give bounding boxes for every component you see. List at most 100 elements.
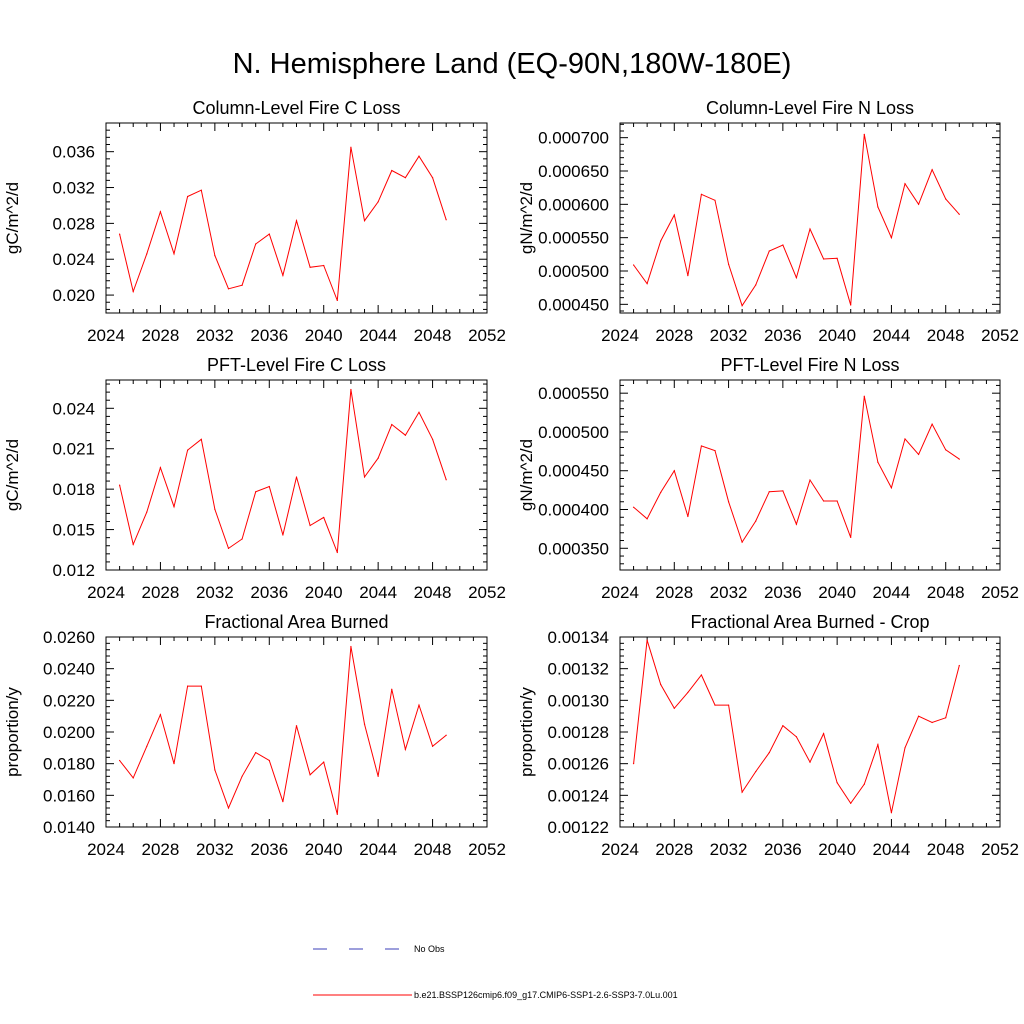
x-tick-label: 2028 — [655, 840, 693, 859]
data-point — [241, 775, 243, 777]
data-point — [282, 801, 284, 803]
data-point — [295, 725, 298, 727]
x-tick-label: 2040 — [305, 326, 343, 345]
data-point — [755, 284, 757, 286]
x-tick-label: 2040 — [305, 583, 343, 602]
y-tick-label: 0.021 — [52, 440, 95, 459]
data-point — [863, 133, 865, 135]
x-tick-label: 2028 — [142, 326, 180, 345]
data-point — [877, 744, 879, 746]
plot-frame — [105, 122, 488, 314]
x-tick-label: 2032 — [710, 840, 748, 859]
x-tick-label: 2032 — [710, 583, 748, 602]
data-point — [945, 449, 947, 451]
chart-panel: Column-Level Fire C Loss 2024 2028 2032 2036… — [3, 98, 506, 345]
y-axis-label: gN/m^2/d — [517, 439, 536, 511]
data-point — [431, 438, 434, 440]
y-tick-label: 0.00130 — [548, 691, 609, 710]
data-point — [363, 476, 366, 478]
data-point — [119, 484, 121, 486]
data-point — [282, 274, 284, 276]
data-point — [350, 388, 352, 391]
data-point — [714, 449, 716, 452]
data-point — [146, 745, 148, 747]
data-point — [255, 243, 257, 245]
data-point — [119, 759, 121, 762]
data-point — [632, 264, 635, 266]
y-tick-label: 0.032 — [52, 179, 95, 198]
data-point — [687, 691, 689, 694]
data-point — [241, 284, 243, 286]
data-point — [363, 220, 366, 222]
data-point — [404, 748, 406, 751]
data-point — [673, 707, 675, 709]
data-point — [822, 500, 825, 502]
data-point — [700, 193, 703, 195]
x-tick-label: 2044 — [359, 840, 397, 859]
data-point — [323, 516, 325, 519]
data-point — [132, 543, 134, 545]
y-tick-label: 0.0160 — [43, 786, 95, 805]
data-point — [241, 538, 243, 540]
data-point — [323, 264, 325, 267]
x-tick-label: 2032 — [196, 583, 234, 602]
y-tick-label: 0.000500 — [538, 423, 609, 442]
plot-frame — [619, 379, 1001, 571]
data-point — [768, 250, 770, 252]
data-point — [173, 763, 175, 765]
data-point — [646, 639, 648, 641]
data-point — [727, 263, 730, 265]
x-tick-label: 2044 — [873, 326, 911, 345]
data-point — [945, 198, 947, 200]
panel-title: Fractional Area Burned - Crop — [690, 612, 929, 632]
data-point — [646, 518, 648, 520]
data-point — [945, 717, 947, 719]
data-point — [822, 732, 825, 735]
legend-case-label: b.e21.BSSP126cmip6.f09_g17.CMIP6-SSP1-2.… — [414, 990, 678, 1000]
y-tick-label: 0.015 — [52, 521, 95, 540]
panel-title: Fractional Area Burned — [204, 612, 388, 632]
data-point — [836, 500, 838, 502]
series-line — [119, 646, 447, 815]
x-tick-label: 2036 — [764, 840, 802, 859]
x-tick-label: 2044 — [873, 840, 911, 859]
data-point — [159, 211, 162, 213]
data-point — [890, 812, 893, 814]
data-point — [850, 536, 852, 539]
data-point — [877, 461, 879, 463]
legend-obs-label: No Obs — [414, 944, 445, 954]
x-tick-label: 2028 — [142, 840, 180, 859]
data-point — [660, 240, 662, 242]
x-tick-label: 2044 — [873, 583, 911, 602]
x-tick-label: 2036 — [250, 840, 288, 859]
x-tick-label: 2048 — [414, 840, 452, 859]
data-point — [132, 777, 134, 779]
data-point — [159, 466, 162, 469]
data-point — [931, 169, 933, 171]
series-line — [633, 396, 960, 544]
y-axis-label: proportion/y — [517, 687, 536, 777]
data-point — [755, 520, 757, 522]
data-point — [673, 470, 675, 472]
data-point — [795, 736, 798, 738]
x-tick-label: 2052 — [468, 326, 506, 345]
x-tick-label: 2032 — [196, 840, 234, 859]
y-tick-label: 0.000500 — [538, 262, 609, 281]
data-point — [687, 275, 689, 277]
data-point — [309, 266, 311, 268]
x-tick-label: 2024 — [601, 583, 639, 602]
x-tick-label: 2040 — [818, 326, 856, 345]
data-point — [863, 395, 865, 397]
data-point — [768, 491, 770, 493]
data-point — [836, 257, 838, 259]
data-point — [904, 438, 906, 440]
data-point — [200, 189, 202, 191]
legend — [313, 948, 412, 996]
chart-panel: Fractional Area Burned 2024 2028 2032 2036 20… — [3, 612, 506, 859]
data-point — [268, 485, 270, 488]
y-tick-label: 0.024 — [52, 250, 95, 269]
y-tick-label: 0.000450 — [538, 462, 609, 481]
y-tick-label: 0.0180 — [43, 755, 95, 774]
data-point — [227, 547, 230, 550]
data-point — [200, 685, 202, 687]
